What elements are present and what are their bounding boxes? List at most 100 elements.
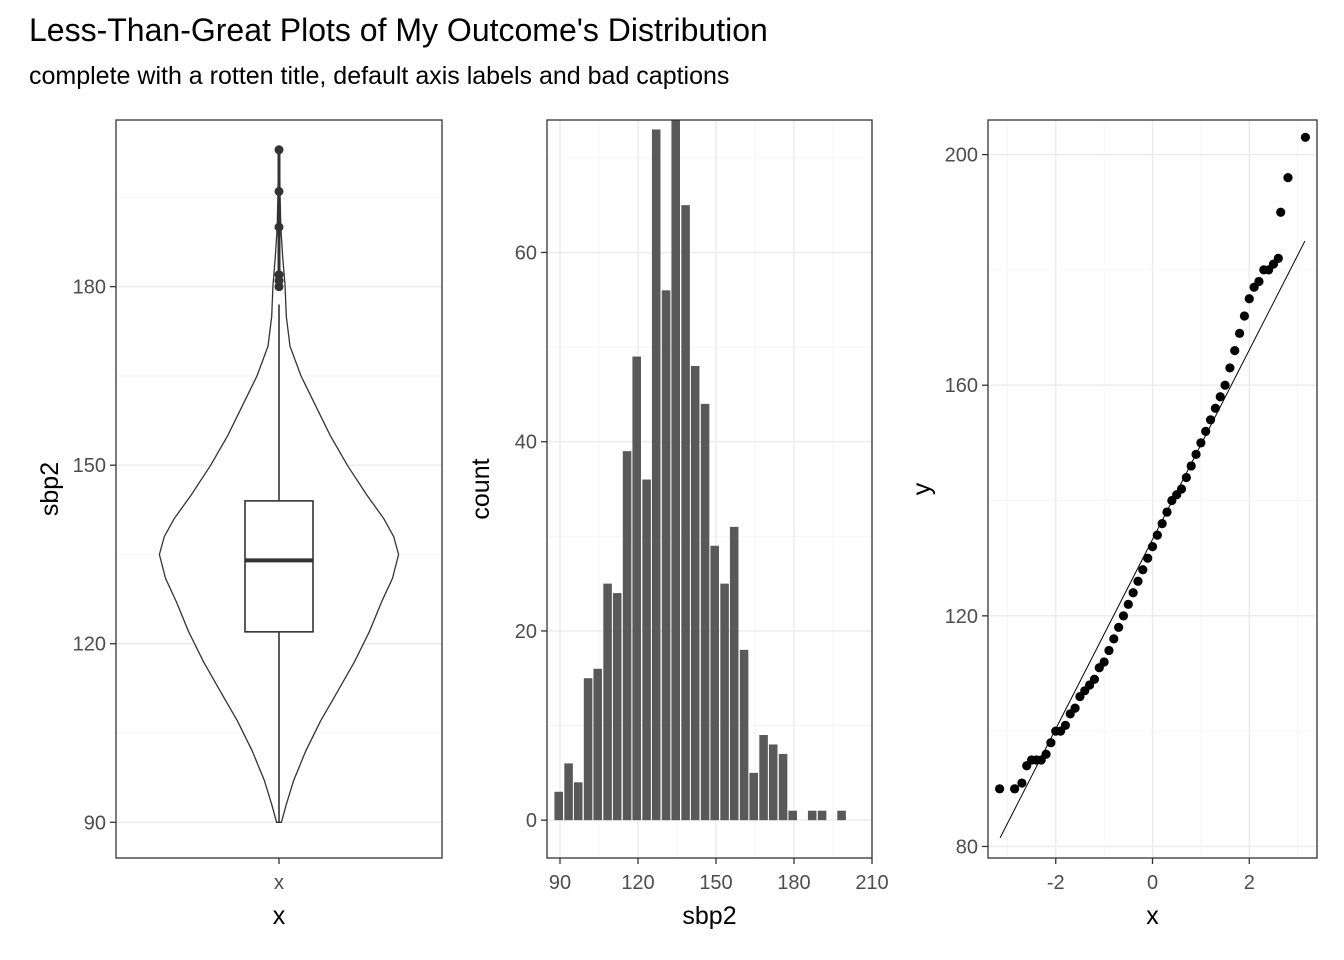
histogram-bar [768, 744, 778, 821]
qq-point [1089, 674, 1100, 684]
qq-point [1276, 207, 1286, 217]
qq-point [1060, 720, 1071, 730]
x-tick-label: -2 [1047, 872, 1065, 894]
y-axis-title: sbp2 [36, 462, 64, 516]
qq-point [1230, 346, 1240, 356]
x-axis-title: x [273, 902, 286, 930]
histogram-bar [632, 356, 641, 821]
y-tick-label: 160 [945, 375, 978, 397]
histogram-bar [759, 735, 768, 821]
qq-point [1273, 253, 1283, 263]
qq-point [1201, 426, 1211, 436]
qq-point [1143, 553, 1153, 563]
histogram-bar [681, 205, 690, 821]
qq-point [1123, 599, 1133, 609]
histogram-bar [807, 810, 817, 821]
qq-point [1046, 738, 1056, 748]
histogram-bar [564, 763, 573, 821]
x-tick-label: 90 [549, 872, 571, 894]
histogram-bar [837, 810, 846, 821]
x-tick-label: 120 [621, 872, 654, 894]
qq-point [1283, 173, 1293, 183]
y-axis-title: count [467, 458, 495, 519]
figure-title: Less-Than-Great Plots of My Outcome's Di… [29, 12, 768, 48]
histogram-bar [573, 782, 583, 821]
y-tick-label: 90 [84, 812, 106, 834]
qq-point [1162, 507, 1172, 517]
qq-point [1215, 392, 1225, 402]
qq-point [995, 784, 1005, 794]
x-axis-title: sbp2 [682, 902, 736, 930]
y-tick-label: 40 [515, 432, 537, 454]
qq-point [1017, 778, 1027, 788]
y-tick-label: 0 [526, 810, 537, 832]
histogram-bar [729, 526, 739, 821]
x-tick-label: 210 [855, 872, 888, 894]
histogram-bar [612, 593, 622, 821]
qq-point [1254, 276, 1264, 287]
x-tick-label: 0 [1147, 872, 1158, 894]
figure-subtitle: complete with a rotten title, default ax… [29, 62, 729, 90]
x-tick-label: 180 [777, 872, 810, 894]
histogram-bar [671, 120, 680, 821]
qq-point [1010, 784, 1020, 794]
qq-point [1220, 380, 1230, 390]
qq-point [1234, 328, 1245, 338]
qq-point [1300, 132, 1310, 142]
qq-point [1041, 749, 1051, 759]
outlier-point [274, 270, 284, 280]
histogram-bar [710, 545, 719, 821]
x-axis-title: x [1146, 902, 1159, 930]
histogram-bar [651, 129, 661, 821]
qq-point [1181, 472, 1191, 483]
histogram-bar [661, 290, 671, 821]
qq-point [1210, 403, 1220, 413]
y-tick-label: 200 [945, 145, 978, 167]
histogram-bar [788, 810, 797, 821]
panel-border [546, 119, 873, 859]
y-tick-label: 120 [945, 606, 978, 628]
outlier-point [274, 186, 284, 196]
histogram-bar [583, 678, 593, 821]
qq-point [1138, 565, 1148, 575]
qq-point [1191, 449, 1201, 460]
violin-panel: 90 120 150 180 xx sbp2 [36, 119, 443, 930]
qq-point [1239, 311, 1250, 321]
qq-panel: 80 120 160 200 -2 0 2 x y [908, 119, 1318, 930]
y-tick-label: 20 [515, 621, 537, 643]
outlier-point [274, 222, 284, 232]
qq-point [1157, 518, 1167, 529]
histogram-bar [739, 649, 749, 821]
histogram-bar [603, 583, 612, 821]
histogram-bar [593, 668, 602, 821]
qq-point [1176, 484, 1187, 494]
qq-point [1099, 657, 1109, 667]
histogram-bar [690, 366, 700, 821]
histogram-bar [700, 403, 710, 821]
y-tick-label: 60 [515, 242, 537, 264]
histogram-bar [554, 791, 563, 821]
box-iqr [244, 500, 314, 633]
qq-point [1104, 645, 1114, 656]
outlier-point [274, 145, 284, 155]
histogram-bar [622, 451, 632, 821]
y-axis-title: y [908, 482, 936, 495]
qq-point [1109, 634, 1119, 644]
histogram-bar [720, 583, 729, 821]
x-tick-label: 150 [699, 872, 732, 894]
y-tick-label: 150 [73, 455, 106, 477]
qq-point [1196, 438, 1206, 448]
qq-point [1205, 415, 1216, 425]
y-tick-label: 180 [73, 277, 106, 299]
qq-point [1070, 703, 1080, 713]
histogram-bar [749, 772, 758, 821]
x-tick-label: 2 [1244, 872, 1255, 894]
histogram-bar [642, 479, 651, 821]
y-tick-label: 80 [956, 836, 978, 858]
histogram-panel: 0 20 40 60 90 120 150 180 210 sbp2 count [467, 119, 889, 930]
qq-point [1114, 622, 1124, 632]
qq-point [1152, 530, 1162, 540]
y-tick-label: 120 [73, 634, 106, 656]
qq-point [1147, 542, 1158, 552]
